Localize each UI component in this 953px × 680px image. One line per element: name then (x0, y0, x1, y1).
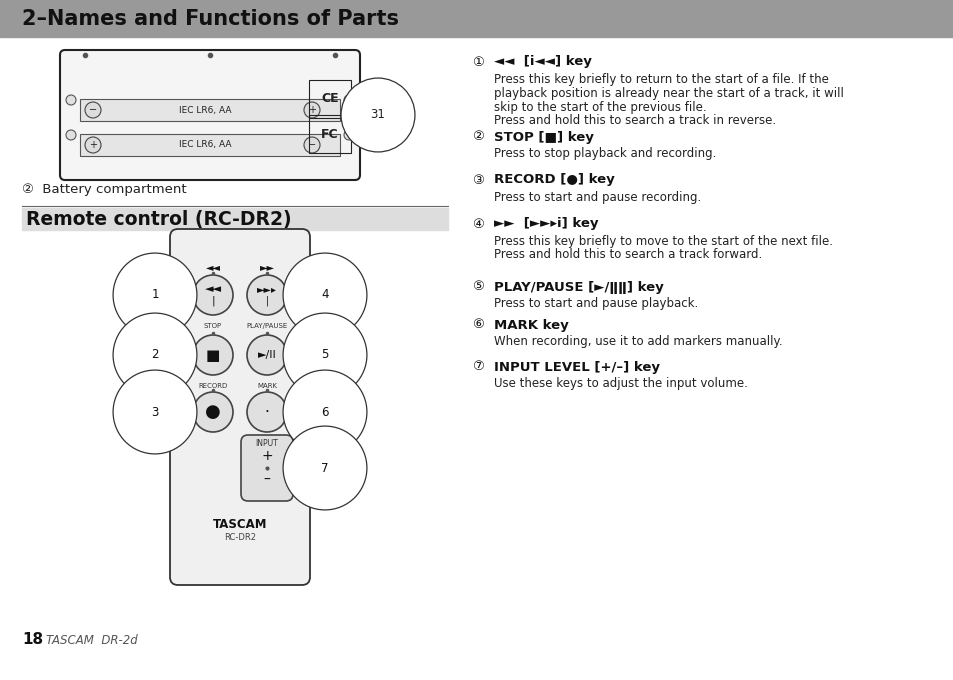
Text: ⑤: ⑤ (472, 280, 483, 294)
Text: RECORD: RECORD (198, 383, 228, 389)
Text: skip to the start of the previous file.: skip to the start of the previous file. (494, 101, 706, 114)
Text: ◄◄  [i◄◄] key: ◄◄ [i◄◄] key (494, 56, 591, 69)
Circle shape (247, 392, 287, 432)
Text: 2–Names and Functions of Parts: 2–Names and Functions of Parts (22, 9, 398, 29)
Text: 1: 1 (152, 288, 158, 301)
FancyBboxPatch shape (241, 435, 293, 501)
Text: RC-DR2: RC-DR2 (224, 534, 255, 543)
Text: INPUT: INPUT (255, 439, 278, 449)
Text: IEC LR6, AA: IEC LR6, AA (178, 141, 231, 150)
Text: CE: CE (321, 92, 338, 105)
Text: 18: 18 (22, 632, 43, 647)
Text: ●: ● (205, 403, 221, 421)
Text: Use these keys to adjust the input volume.: Use these keys to adjust the input volum… (494, 377, 747, 390)
Text: ③: ③ (472, 173, 483, 186)
Text: ⑥: ⑥ (472, 318, 483, 332)
Circle shape (344, 95, 354, 105)
Text: MARK key: MARK key (494, 318, 568, 332)
Text: STOP: STOP (204, 323, 222, 329)
Circle shape (344, 130, 354, 140)
Text: ►►  [►►▸i] key: ►► [►►▸i] key (494, 218, 598, 231)
Text: −: − (89, 105, 97, 115)
Text: +: + (261, 449, 273, 463)
Bar (80, 134, 339, 156)
Text: 5: 5 (321, 348, 329, 362)
Text: ·: · (264, 405, 269, 420)
Text: 7: 7 (321, 462, 329, 475)
Text: STOP [■] key: STOP [■] key (494, 131, 594, 143)
Circle shape (85, 137, 101, 153)
Text: ◄◄: ◄◄ (205, 262, 220, 272)
Text: 31: 31 (370, 109, 385, 122)
Text: Press and hold this to search a track in reverse.: Press and hold this to search a track in… (494, 114, 776, 128)
Text: ►/II: ►/II (257, 350, 276, 360)
Text: Remote control (RC-DR2): Remote control (RC-DR2) (26, 209, 292, 228)
Text: MARK: MARK (256, 383, 276, 389)
Text: 3: 3 (152, 405, 158, 418)
Text: PLAY/PAUSE: PLAY/PAUSE (246, 323, 287, 329)
Text: ④: ④ (472, 218, 483, 231)
Bar (0, 0, 953, 37)
Text: Press to start and pause playback.: Press to start and pause playback. (494, 298, 698, 311)
Text: +: + (308, 105, 315, 115)
Text: 2: 2 (152, 348, 158, 362)
Circle shape (304, 102, 319, 118)
Circle shape (193, 335, 233, 375)
Text: When recording, use it to add markers manually.: When recording, use it to add markers ma… (494, 335, 781, 348)
Text: 4: 4 (321, 288, 329, 301)
Text: ②: ② (472, 131, 483, 143)
Text: ►►: ►► (259, 262, 274, 272)
Circle shape (66, 130, 76, 140)
Circle shape (247, 275, 287, 315)
Text: ⑦: ⑦ (472, 360, 483, 373)
Text: Press to start and pause recording.: Press to start and pause recording. (494, 190, 700, 203)
Bar (22, 208, 448, 230)
Circle shape (193, 392, 233, 432)
Circle shape (304, 137, 319, 153)
Circle shape (85, 102, 101, 118)
Text: +: + (89, 140, 97, 150)
Text: IEC LR6, AA: IEC LR6, AA (178, 105, 231, 114)
Text: Press this key briefly to return to the start of a file. If the: Press this key briefly to return to the … (494, 73, 828, 86)
Bar (80, 99, 339, 121)
Text: PLAY/PAUSE [►/ǁǁ] key: PLAY/PAUSE [►/ǁǁ] key (494, 280, 663, 294)
Text: Press and hold this to search a track forward.: Press and hold this to search a track fo… (494, 248, 761, 262)
FancyBboxPatch shape (60, 50, 359, 180)
Text: ②  Battery compartment: ② Battery compartment (22, 184, 187, 197)
Circle shape (66, 95, 76, 105)
Text: INPUT LEVEL [+/–] key: INPUT LEVEL [+/–] key (494, 360, 659, 373)
Text: –: – (263, 473, 270, 487)
Text: FC: FC (321, 128, 338, 141)
Circle shape (193, 275, 233, 315)
Text: TASCAM: TASCAM (213, 518, 267, 532)
Text: −: − (308, 140, 315, 150)
Text: ①: ① (472, 56, 483, 69)
Text: Press this key briefly to move to the start of the next file.: Press this key briefly to move to the st… (494, 235, 832, 248)
Text: RECORD [●] key: RECORD [●] key (494, 173, 614, 186)
Text: ■: ■ (206, 347, 220, 362)
Text: ◄◄
|: ◄◄ | (204, 284, 221, 306)
Text: ►►▸
|: ►►▸ | (256, 284, 276, 306)
FancyBboxPatch shape (170, 229, 310, 585)
Text: playback position is already near the start of a track, it will: playback position is already near the st… (494, 86, 843, 99)
Circle shape (247, 335, 287, 375)
Text: TASCAM  DR-2d: TASCAM DR-2d (46, 634, 137, 647)
Text: Press to stop playback and recording.: Press to stop playback and recording. (494, 148, 716, 160)
Text: 6: 6 (321, 405, 329, 418)
